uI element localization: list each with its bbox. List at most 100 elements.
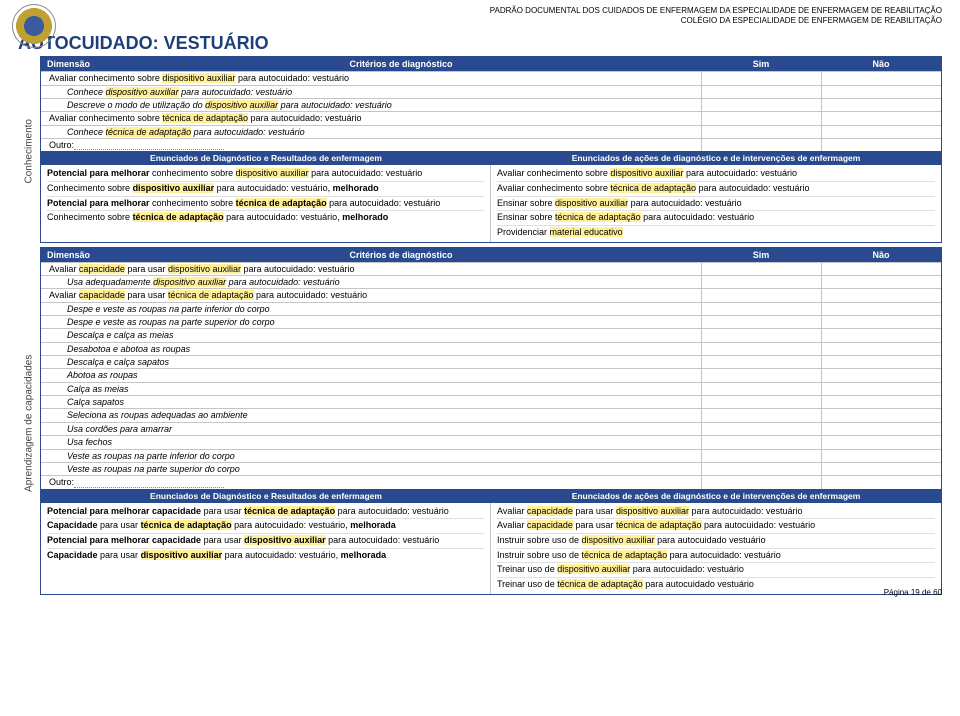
chk[interactable]: [701, 263, 821, 275]
chk[interactable]: [701, 303, 821, 315]
chk[interactable]: [821, 369, 941, 381]
chk[interactable]: [821, 316, 941, 328]
bar-sim: Sim: [701, 59, 821, 69]
chk[interactable]: [701, 476, 821, 488]
chk[interactable]: [701, 450, 821, 462]
bar-enun-diag: Enunciados de Diagnóstico e Resultados d…: [41, 153, 491, 163]
header-line1: PADRÃO DOCUMENTAL DOS CUIDADOS DE ENFERM…: [18, 6, 942, 16]
enun-item: Capacidade para usar técnica de adaptaçã…: [47, 518, 484, 533]
d1-r3: Descreve o modo de utilização do disposi…: [41, 99, 701, 111]
bar-criterios: Critérios de diagnóstico: [101, 59, 701, 69]
bar-enun-acoes: Enunciados de ações de diagnóstico e de …: [491, 153, 941, 163]
dimension-block-1: Dimensão Critérios de diagnóstico Sim Nã…: [40, 56, 942, 243]
chk[interactable]: [821, 99, 941, 111]
chk[interactable]: [821, 329, 941, 341]
chk[interactable]: [821, 409, 941, 421]
d1-r2: Conhece dispositivo auxiliar para autocu…: [41, 86, 701, 98]
d2-outro: Outro:: [41, 476, 701, 488]
criteria-bar-1: Dimensão Critérios de diagnóstico Sim Nã…: [41, 57, 941, 71]
chk[interactable]: [821, 303, 941, 315]
chk[interactable]: [821, 463, 941, 475]
enun-item: Potencial para melhorar conhecimento sob…: [47, 196, 484, 211]
chk[interactable]: [701, 396, 821, 408]
d1-outro: Outro:: [41, 139, 701, 151]
chk[interactable]: [821, 126, 941, 138]
chk[interactable]: [821, 289, 941, 301]
bar-nao: Não: [821, 59, 941, 69]
d2-s10: Usa cordões para amarrar: [41, 423, 701, 435]
enun-item: Ensinar sobre dispositivo auxiliar para …: [497, 196, 935, 211]
chk[interactable]: [821, 450, 941, 462]
page-footer: Página 19 de 60: [884, 588, 942, 597]
d2-s8: Calça sapatos: [41, 396, 701, 408]
chk[interactable]: [701, 289, 821, 301]
chk[interactable]: [701, 463, 821, 475]
chk[interactable]: [701, 112, 821, 124]
chk[interactable]: [821, 476, 941, 488]
chk[interactable]: [701, 383, 821, 395]
enun-bar-2: Enunciados de Diagnóstico e Resultados d…: [41, 489, 941, 503]
d2-s5: Descalça e calça sapatos: [41, 356, 701, 368]
d1-r1: Avaliar conhecimento sobre dispositivo a…: [41, 72, 701, 84]
enun-item: Conhecimento sobre técnica de adaptação …: [47, 210, 484, 225]
chk[interactable]: [701, 86, 821, 98]
d2-right-enun: Avaliar capacidade para usar dispositivo…: [491, 503, 941, 594]
chk[interactable]: [821, 383, 941, 395]
enun-item: Avaliar conhecimento sobre dispositivo a…: [497, 167, 935, 181]
bar-criterios: Critérios de diagnóstico: [101, 250, 701, 260]
d2-s6: Abotoa as roupas: [41, 369, 701, 381]
chk[interactable]: [701, 276, 821, 288]
d2-r3: Avaliar capacidade para usar técnica de …: [41, 289, 701, 301]
enun-item: Avaliar conhecimento sobre técnica de ad…: [497, 181, 935, 196]
chk[interactable]: [821, 86, 941, 98]
d2-s13: Veste as roupas na parte superior do cor…: [41, 463, 701, 475]
chk[interactable]: [701, 409, 821, 421]
chk[interactable]: [701, 139, 821, 151]
chk[interactable]: [821, 343, 941, 355]
enun-item: Treinar uso de dispositivo auxiliar para…: [497, 562, 935, 577]
enun-item: Treinar uso de técnica de adaptação para…: [497, 577, 935, 592]
d1-right-enun: Avaliar conhecimento sobre dispositivo a…: [491, 165, 941, 241]
enun-item: Providenciar material educativo: [497, 225, 935, 240]
chk[interactable]: [821, 72, 941, 84]
chk[interactable]: [701, 343, 821, 355]
d2-s11: Usa fechos: [41, 436, 701, 448]
chk[interactable]: [701, 72, 821, 84]
chk[interactable]: [701, 369, 821, 381]
chk[interactable]: [821, 263, 941, 275]
chk[interactable]: [821, 396, 941, 408]
chk[interactable]: [821, 276, 941, 288]
org-logo: [12, 4, 56, 48]
d2-r2: Usa adequadamente dispositivo auxiliar p…: [41, 276, 701, 288]
enun-item: Potencial para melhorar conhecimento sob…: [47, 167, 484, 181]
chk[interactable]: [701, 356, 821, 368]
blank-line[interactable]: [74, 142, 224, 150]
enun-item: Avaliar capacidade para usar dispositivo…: [497, 505, 935, 519]
chk[interactable]: [821, 423, 941, 435]
chk[interactable]: [701, 423, 821, 435]
bar-dimensao: Dimensão: [41, 59, 101, 69]
criteria-bar-2: Dimensão Critérios de diagnóstico Sim Nã…: [41, 248, 941, 262]
dimension-label-1: Conhecimento: [18, 56, 40, 247]
chk[interactable]: [701, 126, 821, 138]
enun-item: Conhecimento sobre dispositivo auxiliar …: [47, 181, 484, 196]
chk[interactable]: [701, 436, 821, 448]
bar-enun-acoes: Enunciados de ações de diagnóstico e de …: [491, 491, 941, 501]
chk[interactable]: [821, 436, 941, 448]
enun-item: Ensinar sobre técnica de adaptação para …: [497, 210, 935, 225]
enun-item: Avaliar capacidade para usar técnica de …: [497, 518, 935, 533]
chk[interactable]: [701, 329, 821, 341]
bar-sim: Sim: [701, 250, 821, 260]
d2-s9: Seleciona as roupas adequadas ao ambient…: [41, 409, 701, 421]
enun-item: Potencial para melhorar capacidade para …: [47, 533, 484, 548]
enun-item: Potencial para melhorar capacidade para …: [47, 505, 484, 519]
d1-r5: Conhece técnica de adaptação para autocu…: [41, 126, 701, 138]
chk[interactable]: [821, 356, 941, 368]
chk[interactable]: [821, 139, 941, 151]
chk[interactable]: [821, 112, 941, 124]
d1-r4: Avaliar conhecimento sobre técnica de ad…: [41, 112, 701, 124]
blank-line[interactable]: [74, 480, 224, 488]
chk[interactable]: [701, 99, 821, 111]
chk[interactable]: [701, 316, 821, 328]
header-line2: COLÉGIO DA ESPECIALIDADE DE ENFERMAGEM D…: [18, 16, 942, 26]
